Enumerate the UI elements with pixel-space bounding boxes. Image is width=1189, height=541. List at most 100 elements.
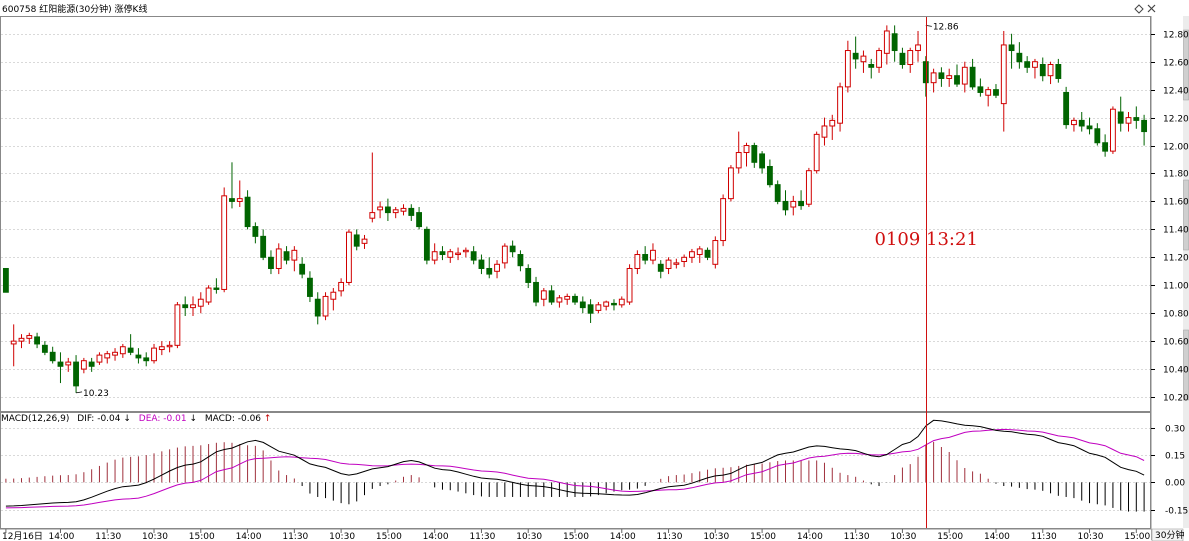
candle-body-up bbox=[330, 291, 337, 300]
candle bbox=[696, 246, 703, 263]
candle bbox=[1016, 42, 1023, 69]
candle bbox=[299, 257, 306, 279]
candle bbox=[1117, 96, 1124, 132]
candle bbox=[244, 190, 251, 230]
candle-body-down bbox=[657, 263, 664, 272]
macd-dif-value: DIF: -0.04 bbox=[77, 414, 121, 424]
candle bbox=[891, 25, 898, 62]
candle-body-up bbox=[10, 340, 17, 345]
candle bbox=[174, 302, 181, 349]
candle-body-up bbox=[119, 346, 126, 355]
candle-body-down bbox=[229, 198, 235, 202]
candle bbox=[540, 288, 547, 307]
candle-body-down bbox=[1024, 61, 1031, 68]
candle-body-up bbox=[1032, 61, 1038, 68]
candle-body-down bbox=[307, 277, 313, 297]
time-tick-label: 11:30 bbox=[844, 532, 870, 541]
candle-body-up bbox=[174, 304, 181, 346]
period-label[interactable]: 30分钟 bbox=[1155, 529, 1184, 541]
candle-body-up bbox=[431, 251, 438, 261]
candle-body-up bbox=[236, 198, 243, 202]
candle bbox=[837, 82, 843, 132]
candle-body-down bbox=[416, 212, 422, 228]
candle-body-up bbox=[712, 240, 719, 265]
marker-label: 10.23 bbox=[83, 389, 109, 399]
candle bbox=[743, 142, 750, 167]
candle-body-up bbox=[650, 249, 656, 261]
time-tick-label: 10:30 bbox=[142, 532, 168, 541]
time-tick-label: 11:30 bbox=[1031, 532, 1057, 541]
candle bbox=[229, 162, 235, 209]
candle-body-up bbox=[720, 198, 727, 242]
time-tick-label: 10:30 bbox=[329, 532, 355, 541]
candle bbox=[127, 334, 134, 356]
candle-body-up bbox=[829, 119, 836, 127]
candle-body-up bbox=[462, 249, 469, 253]
candle-body-up bbox=[540, 290, 547, 300]
candle bbox=[400, 204, 407, 216]
macd-header: MACD(12,26,9) DIF: -0.04 ↓ DEA: -0.01 ↓ … bbox=[1, 414, 271, 424]
time-tick-label: 11:30 bbox=[469, 532, 495, 541]
candle-body-down bbox=[353, 234, 360, 247]
candle-body-up bbox=[96, 354, 103, 363]
price-tick-label: 10.80 bbox=[1163, 310, 1189, 320]
candle bbox=[314, 292, 321, 325]
candle bbox=[439, 246, 446, 261]
candle bbox=[330, 288, 337, 311]
dif-line bbox=[5, 419, 1145, 507]
candle-body-down bbox=[1008, 44, 1015, 52]
time-tick-label: 10:30 bbox=[703, 532, 729, 541]
candle bbox=[915, 30, 921, 62]
candle bbox=[813, 131, 820, 174]
candle bbox=[798, 190, 804, 210]
candle-body-down bbox=[73, 361, 79, 387]
candle bbox=[1000, 30, 1007, 132]
candle bbox=[712, 236, 719, 269]
price-tick-label: 12.20 bbox=[1163, 115, 1189, 125]
candle-body-up bbox=[151, 347, 157, 362]
price-tick-label: 11.80 bbox=[1163, 170, 1189, 180]
candle-body-up bbox=[205, 287, 212, 303]
period-label-box[interactable] bbox=[1151, 528, 1184, 541]
candle bbox=[455, 247, 461, 261]
candle bbox=[720, 194, 727, 247]
candle-body-down bbox=[977, 86, 984, 93]
candle bbox=[790, 195, 797, 216]
candle-body-up bbox=[369, 212, 376, 219]
candle-body-down bbox=[41, 344, 48, 353]
candle-body-down bbox=[34, 336, 40, 345]
price-tick-label: 11.40 bbox=[1163, 226, 1189, 236]
candle-body-down bbox=[299, 263, 306, 275]
candle bbox=[65, 357, 72, 372]
candle-body-up bbox=[494, 263, 500, 272]
candle bbox=[1063, 86, 1070, 129]
time-tick-label: 10:30 bbox=[1078, 532, 1104, 541]
time-tick-label: 11:30 bbox=[282, 532, 308, 541]
candle-body-up bbox=[65, 361, 72, 366]
candle bbox=[603, 300, 610, 311]
candle bbox=[494, 260, 500, 279]
candle bbox=[969, 58, 976, 90]
candle bbox=[657, 260, 664, 279]
price-tick-label: 12.40 bbox=[1163, 87, 1189, 97]
candle-body-down bbox=[774, 184, 781, 202]
candle bbox=[821, 117, 828, 146]
candle-body-up bbox=[837, 86, 843, 124]
candle bbox=[268, 250, 274, 275]
candle bbox=[868, 58, 875, 79]
candle bbox=[766, 159, 773, 188]
macd-tick-label: 0.30 bbox=[1165, 425, 1185, 435]
close-icon[interactable] bbox=[1147, 4, 1156, 13]
candle bbox=[307, 271, 313, 303]
diamond-icon[interactable] bbox=[1134, 4, 1144, 14]
candle bbox=[408, 204, 415, 221]
candle bbox=[34, 332, 40, 349]
candle bbox=[18, 334, 25, 349]
candle bbox=[486, 257, 493, 279]
candle bbox=[556, 295, 563, 308]
candle-body-down bbox=[49, 351, 56, 362]
price-tick-label: 11.20 bbox=[1163, 254, 1189, 264]
candle-body-down bbox=[244, 196, 251, 228]
candle-body-up bbox=[322, 295, 329, 317]
